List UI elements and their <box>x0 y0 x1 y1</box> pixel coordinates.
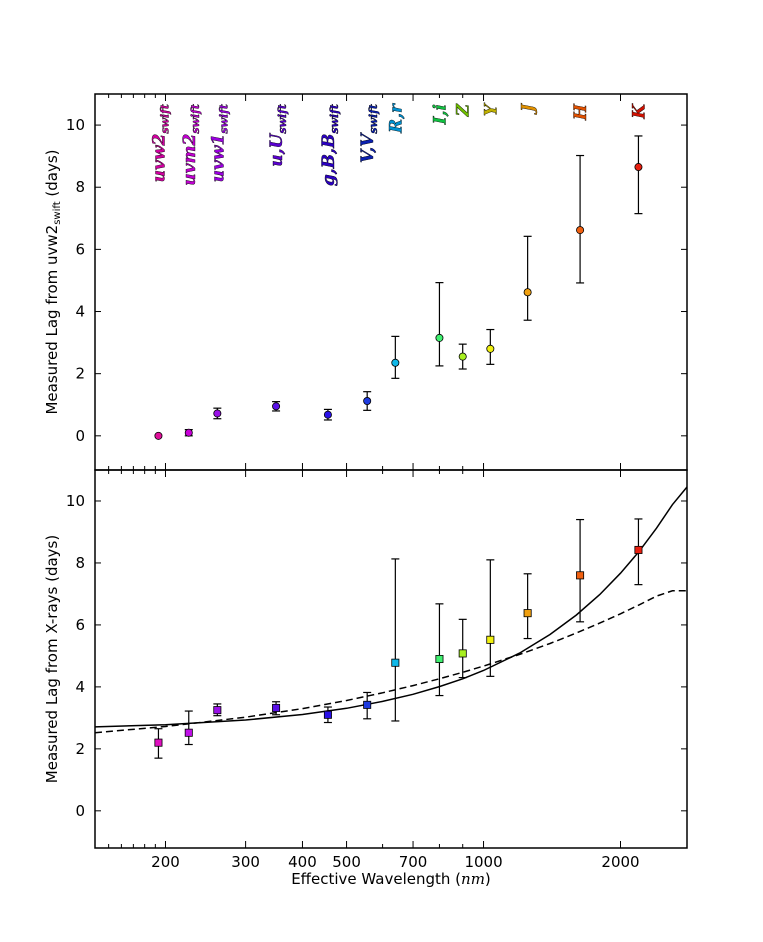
y-tick-label: 4 <box>75 303 85 321</box>
band-label: K <box>629 103 649 120</box>
y-tick-label: 10 <box>66 492 85 510</box>
data-point <box>154 431 163 440</box>
x-tick-label: 1000 <box>464 853 502 871</box>
band-label: uvw1swift <box>208 104 230 182</box>
band-label: Z <box>454 103 474 117</box>
band-label: Y <box>481 102 501 116</box>
y-tick-label: 6 <box>75 616 85 634</box>
bottom-y-axis-label: Measured Lag from X-rays (days) <box>43 535 61 783</box>
top-plot-frame <box>94 93 688 471</box>
y-tick-label: 2 <box>75 740 85 758</box>
bottom-data-points <box>154 518 643 759</box>
data-point <box>363 700 372 709</box>
band-label: u,Uswift <box>267 104 289 167</box>
top-panel: 0 2 4 6 8 10 uvw2swift uvm2swift uvw1swift u,Usw… <box>43 93 688 471</box>
band-label: J <box>519 103 539 115</box>
x-tick-label: 300 <box>231 853 260 871</box>
data-point <box>458 649 467 658</box>
x-tick-label: 2000 <box>601 853 639 871</box>
data-point <box>435 333 444 342</box>
bottom-x-ticks: 200 300 400 500 700 1000 2000 <box>108 470 640 871</box>
band-label: uvm2swift <box>180 104 202 186</box>
y-tick-label: 0 <box>75 802 85 820</box>
x-tick-label: 400 <box>288 853 317 871</box>
band-label: H <box>571 103 591 121</box>
data-point <box>323 410 332 419</box>
fit-curves <box>94 486 688 734</box>
dashed-fit-curve <box>94 590 687 734</box>
bottom-panel: 0 2 4 6 8 10 200 300 400 500 700 1000 2000 Measured… <box>43 469 688 888</box>
top-y-ticks: 0 2 4 6 8 10 <box>66 116 687 445</box>
data-point <box>184 728 193 737</box>
band-label: V,Vswift <box>358 104 380 163</box>
data-point <box>435 655 444 664</box>
band-label: uvw2swift <box>149 104 171 182</box>
y-tick-label: 8 <box>75 178 85 196</box>
data-point <box>213 706 222 715</box>
data-point <box>391 658 400 667</box>
x-axis-label: Effective Wavelength (nm) <box>291 870 491 888</box>
data-point <box>272 402 281 411</box>
top-data-points <box>154 135 643 440</box>
data-point <box>213 409 222 418</box>
top-y-axis-label: Measured Lag from uvw2swift (days) <box>43 149 63 414</box>
x-tick-label: 200 <box>151 853 180 871</box>
data-point <box>634 545 643 554</box>
data-point <box>523 609 532 618</box>
data-point <box>576 571 585 580</box>
y-tick-label: 4 <box>75 678 85 696</box>
band-label: I,i <box>430 104 450 125</box>
data-point <box>184 428 193 437</box>
x-tick-label: 500 <box>332 853 361 871</box>
data-point <box>458 352 467 361</box>
bottom-y-ticks: 0 2 4 6 8 10 <box>66 492 687 820</box>
y-tick-label: 2 <box>75 365 85 383</box>
data-point <box>576 226 585 235</box>
bottom-plot-frame <box>94 469 688 849</box>
band-label: g,B,Bswift <box>319 104 341 186</box>
band-labels: uvw2swift uvm2swift uvw1swift u,Uswift g,B,B… <box>149 102 649 186</box>
data-point <box>486 344 495 353</box>
data-point <box>272 703 281 712</box>
data-point <box>634 163 643 172</box>
data-point <box>323 710 332 719</box>
data-point <box>523 288 532 297</box>
data-point <box>486 635 495 644</box>
y-tick-label: 6 <box>75 240 85 258</box>
y-tick-label: 0 <box>75 427 85 445</box>
data-point <box>154 738 163 747</box>
data-point <box>391 358 400 367</box>
data-point <box>363 397 372 406</box>
y-tick-label: 10 <box>66 116 85 134</box>
x-tick-label: 700 <box>399 853 428 871</box>
y-tick-label: 8 <box>75 554 85 572</box>
band-label: R,r <box>386 103 406 134</box>
